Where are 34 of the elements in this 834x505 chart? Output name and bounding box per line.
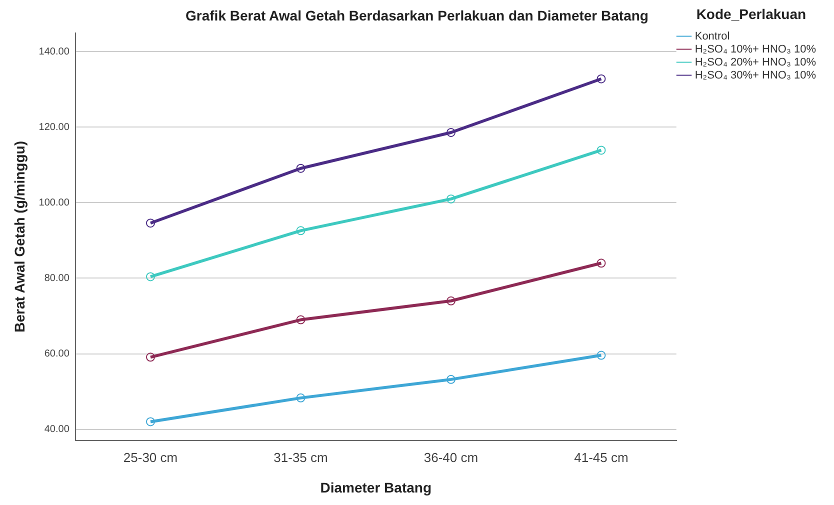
y-tick-label: 40.00 (44, 424, 70, 436)
point (596, 74, 606, 84)
point (296, 393, 306, 402)
point (146, 352, 156, 362)
legend-label: H₂SO₄ 10%+ HNO₃ 10% (694, 43, 816, 56)
y-axis-title: Berat Awal Getah (g/minggu) (11, 141, 28, 332)
point (146, 417, 156, 426)
point (446, 194, 456, 204)
point (596, 350, 606, 360)
point (446, 374, 456, 384)
point (596, 258, 606, 268)
legend-label: H₂SO₄ 30%+ HNO₃ 10% (694, 69, 816, 82)
y-tick-label: 80.00 (44, 272, 70, 284)
point (296, 164, 306, 173)
y-tick-label: 120.00 (38, 122, 70, 133)
x-tick-label: 25-30 cm (123, 450, 178, 465)
y-tick-label: 100.00 (38, 197, 70, 208)
x-tick-label: 36-40 cm (424, 450, 478, 465)
legend-title: Kode_Perlakuan (696, 6, 806, 22)
point (146, 272, 156, 282)
point (446, 128, 456, 137)
point (296, 226, 306, 236)
chart-title: Grafik Berat Awal Getah Berdasarkan Perlakuan dan Diameter Batang (186, 7, 648, 24)
legend-label: Kontrol (694, 30, 730, 42)
legend-label: H₂SO₄ 20%+ HNO₃ 10% (694, 56, 816, 68)
point (296, 315, 306, 324)
x-tick-label: 31-35 cm (274, 450, 328, 465)
point (596, 146, 606, 155)
point (446, 296, 456, 306)
y-tick-label: 140.00 (38, 46, 70, 58)
x-tick-label: 41-45 cm (574, 450, 628, 465)
point (146, 218, 156, 228)
y-tick-label: 60.00 (44, 348, 70, 360)
x-axis-title: Diameter Batang (320, 479, 432, 496)
